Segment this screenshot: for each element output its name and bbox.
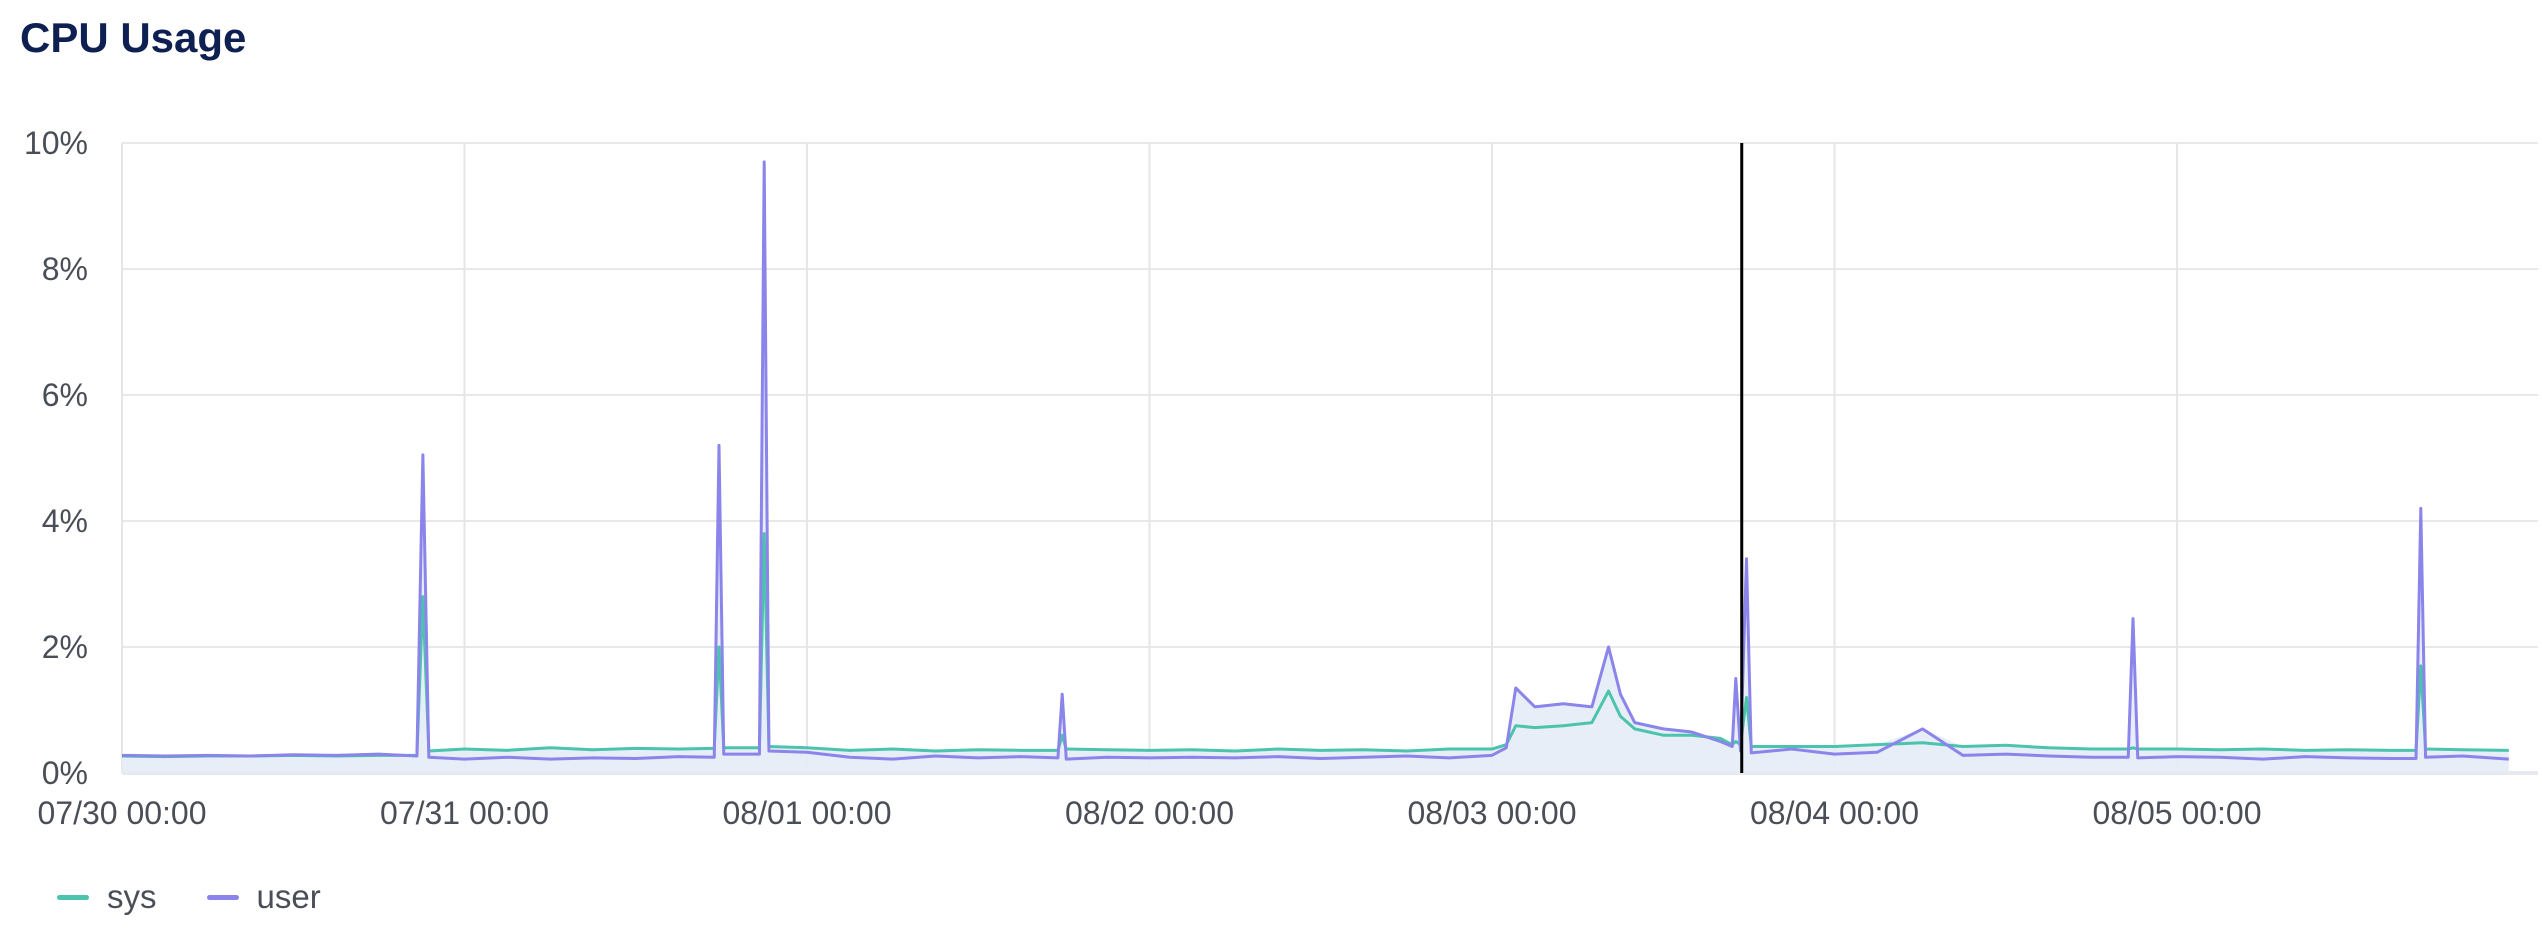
y-tick-label: 2% <box>42 629 88 665</box>
y-axis: 0% 2% 4% 6% 8% 10% <box>24 125 88 791</box>
x-tick-label: 08/01 00:00 <box>722 795 891 831</box>
x-tick-label: 08/02 00:00 <box>1065 795 1234 831</box>
legend-label-user: user <box>256 878 321 915</box>
x-tick-label: 07/31 00:00 <box>380 795 549 831</box>
legend-swatch-sys <box>57 894 89 900</box>
x-axis: 07/30 00:00 07/31 00:00 08/01 00:00 08/02 0… <box>37 795 2261 831</box>
chart-title: CPU Usage <box>20 14 247 61</box>
grid <box>121 142 2538 775</box>
x-tick-label: 07/30 00:00 <box>37 795 206 831</box>
legend: sys user <box>57 878 371 916</box>
area-fill <box>122 161 2509 773</box>
y-tick-label: 4% <box>42 503 88 539</box>
y-tick-label: 10% <box>24 125 88 161</box>
y-tick-label: 0% <box>42 755 88 791</box>
y-tick-label: 8% <box>42 251 88 287</box>
x-tick-label: 08/03 00:00 <box>1407 795 1576 831</box>
legend-label-sys: sys <box>107 878 157 915</box>
x-tick-label: 08/04 00:00 <box>1750 795 1919 831</box>
x-tick-label: 08/05 00:00 <box>2092 795 2261 831</box>
y-tick-label: 6% <box>42 377 88 413</box>
legend-swatch-user <box>206 894 239 900</box>
series-line-user <box>121 160 2509 761</box>
series-line-sys <box>121 532 2509 759</box>
legend-item-sys[interactable]: sys <box>57 878 157 916</box>
legend-item-user[interactable]: user <box>206 878 321 916</box>
series-group <box>121 160 2509 773</box>
